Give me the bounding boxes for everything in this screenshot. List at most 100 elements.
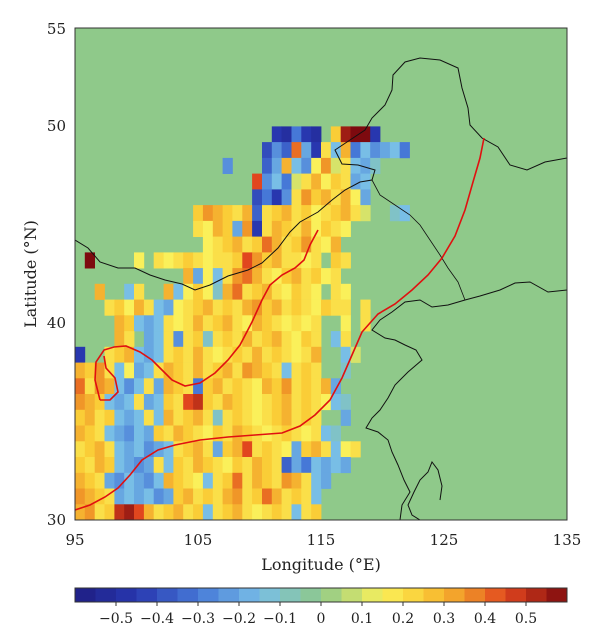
grid-cell [301, 315, 312, 332]
map-plot [74, 27, 568, 521]
grid-cell [134, 425, 145, 442]
grid-cell [262, 378, 273, 395]
grid-cell [173, 488, 184, 505]
grid-cell [281, 504, 292, 520]
grid-cell [330, 394, 341, 411]
grid-cell [301, 457, 312, 474]
grid-cell [301, 283, 312, 300]
grid-cell [252, 252, 263, 269]
grid-cell [212, 268, 223, 285]
grid-cell [311, 394, 322, 411]
grid-cell [271, 142, 282, 159]
grid-cell [242, 299, 253, 316]
red-division-line [75, 137, 485, 511]
grid-cell [153, 425, 164, 442]
grid-cell [340, 441, 351, 458]
anomaly-cells [75, 126, 410, 520]
grid-cell [242, 362, 253, 379]
grid-cell [143, 315, 155, 332]
grid-cell [153, 299, 164, 316]
grid-cell [262, 394, 273, 411]
grid-cell [114, 409, 125, 426]
grid-cell [262, 157, 273, 174]
grid-cell [242, 425, 253, 442]
grid-cell [271, 362, 282, 379]
grid-cell [134, 457, 145, 474]
grid-cell [291, 252, 302, 269]
grid-cell [252, 173, 263, 190]
grid-cell [75, 441, 86, 458]
grid-cell [340, 299, 351, 316]
grid-cell [252, 331, 263, 348]
grid-cell [360, 189, 371, 206]
grid-cell [212, 331, 223, 348]
grid-cell [360, 157, 371, 174]
grid-cell [94, 283, 105, 300]
grid-cell [271, 378, 282, 395]
grid-cell [380, 142, 391, 159]
grid-cell [212, 236, 223, 253]
grid-cell [291, 205, 302, 222]
grid-cell [301, 252, 312, 269]
grid-cell [173, 315, 184, 332]
grid-cell [222, 252, 233, 269]
grid-cell [271, 488, 282, 505]
colorbar-swatch [485, 588, 506, 602]
grid-cell [321, 173, 332, 190]
grid-cell [232, 268, 243, 285]
grid-cell [114, 378, 125, 395]
grid-cell [143, 488, 155, 505]
colorbar-swatch [321, 588, 342, 602]
grid-cell [232, 299, 243, 316]
grid-cell [262, 299, 273, 316]
grid-cell [330, 157, 341, 174]
grid-cell [193, 331, 204, 348]
y-axis-title: Latitude (°N) [21, 220, 40, 328]
grid-cell [271, 173, 282, 190]
grid-cell [281, 220, 292, 237]
grid-cell [124, 315, 135, 332]
grid-cell [340, 315, 351, 332]
grid-cell [311, 173, 322, 190]
grid-cell [321, 441, 332, 458]
grid-cell [330, 441, 341, 458]
grid-cell [340, 126, 351, 143]
grid-cell [242, 394, 253, 411]
grid-cell [124, 472, 135, 489]
grid-cell [311, 472, 322, 489]
grid-cell [350, 441, 361, 458]
grid-cell [153, 457, 164, 474]
grid-cell [271, 252, 282, 269]
grid-cell [104, 457, 115, 474]
grid-cell [232, 220, 243, 237]
grid-cell [193, 457, 204, 474]
grid-cell [75, 425, 86, 442]
grid-cell [291, 504, 302, 520]
grid-cell [321, 394, 332, 411]
grid-cell [242, 268, 253, 285]
colorbar-tick-label: −0.2 [222, 611, 256, 627]
grid-cell [340, 409, 351, 426]
grid-cell [350, 205, 361, 222]
grid-cell [114, 346, 125, 363]
colorbar-swatch [116, 588, 137, 602]
grid-cell [173, 252, 184, 269]
grid-cell [301, 378, 312, 395]
grid-cell [104, 346, 115, 363]
grid-cell [212, 205, 223, 222]
grid-cell [193, 268, 204, 285]
grid-cell [94, 504, 105, 520]
grid-cell [340, 220, 351, 237]
grid-cell [173, 346, 184, 363]
grid-cell [143, 472, 155, 489]
grid-cell [330, 378, 341, 395]
grid-cell [242, 346, 253, 363]
x-tick-label: 115 [307, 531, 336, 549]
grid-cell [193, 378, 204, 395]
grid-cell [271, 126, 282, 143]
grid-cell [193, 441, 204, 458]
grid-cell [222, 457, 233, 474]
grid-cell [212, 252, 223, 269]
inland-boundary [371, 179, 466, 301]
grid-cell [291, 441, 302, 458]
